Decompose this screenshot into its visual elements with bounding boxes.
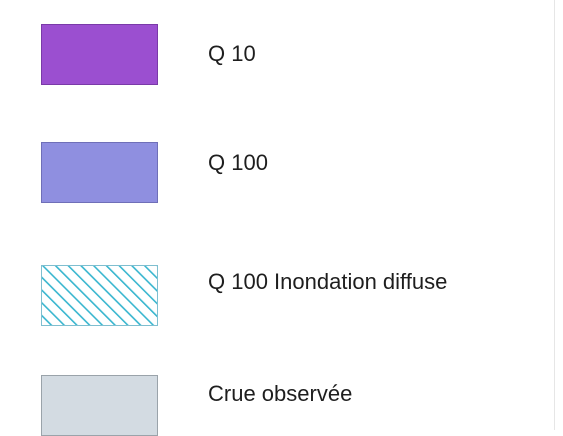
legend-item-q10: Q 10 [0,18,563,88]
legend-label-q100: Q 100 [208,150,268,175]
swatch-fill-q100 [42,143,157,202]
legend-swatch-q100 [41,142,158,203]
legend-swatch-crue-observee [41,375,158,436]
map-frame-edge [554,0,555,430]
legend-item-crue-observee: Crue observée [0,360,563,436]
swatch-fill-q100-inondation-diffuse [42,266,157,325]
swatch-rect-q100-inondation-diffuse [42,266,157,325]
legend-label-q100-inondation-diffuse: Q 100 Inondation diffuse [208,269,448,294]
swatch-rect-crue-observee [42,376,157,435]
swatch-fill-q10 [42,25,157,84]
swatch-rect-q10 [42,25,157,84]
legend-label-crue-observee: Crue observée [208,381,353,406]
legend-item-q100-inondation-diffuse: Q 100 Inondation diffuse [0,255,563,326]
legend-label-q10: Q 10 [208,41,256,66]
swatch-fill-crue-observee [42,376,157,435]
swatch-rect-q100 [42,143,157,202]
legend-swatch-q100-inondation-diffuse [41,265,158,326]
legend-item-q100: Q 100 [0,133,563,203]
legend-swatch-q10 [41,24,158,85]
